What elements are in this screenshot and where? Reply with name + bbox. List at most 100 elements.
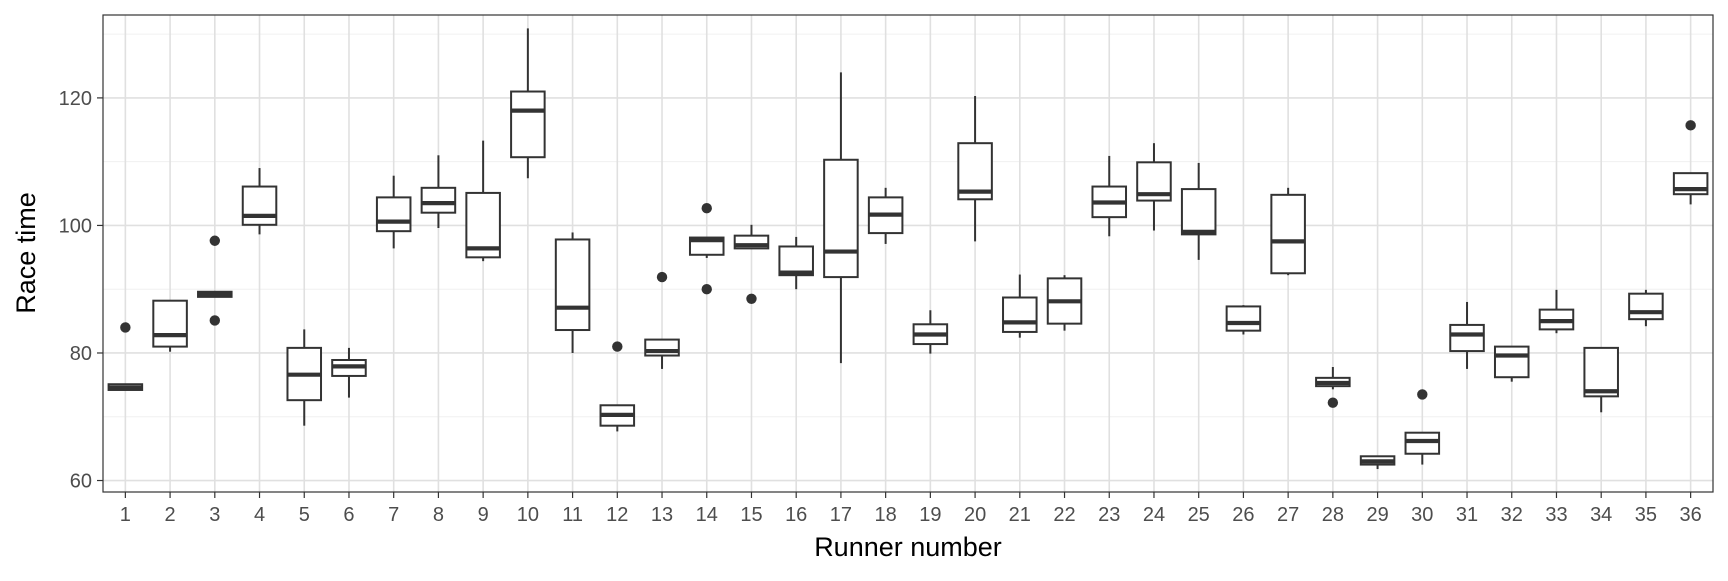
x-tick-label: 5 xyxy=(299,504,310,526)
x-tick-label: 7 xyxy=(388,504,399,526)
x-tick-label: 15 xyxy=(740,504,762,526)
box-runner-11 xyxy=(554,232,591,353)
iqr-box xyxy=(375,196,412,233)
box-runner-36 xyxy=(1672,120,1709,205)
x-tick-label: 4 xyxy=(254,504,265,526)
iqr-box xyxy=(1628,292,1664,321)
x-axis-label: Runner number xyxy=(814,532,1002,562)
x-tick-label: 34 xyxy=(1590,504,1612,526)
box-runner-17 xyxy=(823,72,859,364)
iqr-box xyxy=(554,238,591,332)
y-tick-label: 100 xyxy=(59,215,92,237)
box-runner-19 xyxy=(912,310,949,354)
x-tick-label: 22 xyxy=(1053,504,1075,526)
x-tick-label: 3 xyxy=(209,504,220,526)
iqr-box xyxy=(510,90,546,159)
iqr-box xyxy=(1449,323,1485,353)
x-tick-label: 28 xyxy=(1322,504,1344,526)
x-tick-label: 9 xyxy=(478,504,489,526)
box-runner-5 xyxy=(286,329,323,426)
iqr-box xyxy=(823,158,859,279)
iqr-box xyxy=(1404,431,1441,455)
box-runner-27 xyxy=(1270,187,1306,276)
outlier-point xyxy=(1417,389,1428,400)
outlier-point xyxy=(1685,120,1696,131)
box-runner-7 xyxy=(375,175,412,249)
iqr-box xyxy=(1180,188,1217,236)
outlier-point xyxy=(656,271,668,283)
y-tick-label: 120 xyxy=(59,88,92,110)
box-runner-31 xyxy=(1449,301,1485,369)
box-runner-23 xyxy=(1091,155,1128,237)
box-runner-26 xyxy=(1225,305,1262,335)
outlier-point xyxy=(746,293,757,304)
outlier-point xyxy=(701,284,712,295)
box-marks xyxy=(107,28,1709,470)
x-tick-label: 30 xyxy=(1411,504,1433,526)
x-tick-label: 27 xyxy=(1277,504,1299,526)
x-tick-label: 8 xyxy=(433,504,444,526)
box-runner-22 xyxy=(1046,275,1083,331)
x-tick-label: 14 xyxy=(696,504,718,526)
y-tick-label: 80 xyxy=(70,343,92,365)
outlier-point xyxy=(1327,397,1339,408)
box-runner-29 xyxy=(1359,455,1396,470)
box-runner-13 xyxy=(644,271,680,369)
x-tick-label: 20 xyxy=(964,504,986,526)
x-tick-label: 21 xyxy=(1009,504,1031,526)
outlier-point xyxy=(612,341,623,352)
x-tick-label: 24 xyxy=(1143,504,1165,526)
x-tick-label: 25 xyxy=(1188,504,1210,526)
outlier-point xyxy=(209,315,221,326)
x-tick-label: 35 xyxy=(1635,504,1657,526)
box-runner-21 xyxy=(1002,274,1038,338)
box-runner-14 xyxy=(688,203,725,295)
grid-lines xyxy=(103,15,1713,492)
panel-border xyxy=(102,14,1714,493)
box-runner-34 xyxy=(1583,346,1619,413)
iqr-box xyxy=(420,186,457,214)
x-tick-label: 19 xyxy=(919,504,941,526)
box-runner-3 xyxy=(197,235,233,326)
box-runner-15 xyxy=(733,224,770,304)
box-runner-8 xyxy=(420,155,457,228)
x-tick-label: 13 xyxy=(651,504,673,526)
outlier-point xyxy=(701,203,712,214)
box-runner-18 xyxy=(867,187,904,244)
iqr-box xyxy=(152,299,188,348)
box-runner-16 xyxy=(778,236,814,290)
x-tick-label: 26 xyxy=(1232,504,1254,526)
box-runner-4 xyxy=(241,168,278,235)
box-runner-24 xyxy=(1136,143,1172,231)
iqr-box xyxy=(1225,305,1262,332)
y-tick-label: 60 xyxy=(70,471,92,493)
iqr-box xyxy=(1002,296,1038,333)
x-tick-label: 16 xyxy=(785,504,807,526)
x-tick-label: 31 xyxy=(1456,504,1478,526)
box-runner-33 xyxy=(1538,289,1575,334)
y-axis-label: Race time xyxy=(11,192,41,314)
x-tick-label: 29 xyxy=(1366,504,1388,526)
x-tick-label: 32 xyxy=(1501,504,1523,526)
box-runner-20 xyxy=(957,95,993,242)
box-runner-9 xyxy=(465,140,501,262)
x-tick-label: 12 xyxy=(606,504,628,526)
x-tick-label: 6 xyxy=(343,504,354,526)
box-runner-28 xyxy=(1315,367,1351,408)
x-tick-label: 23 xyxy=(1098,504,1120,526)
iqr-box xyxy=(1493,345,1530,379)
iqr-box xyxy=(1583,346,1619,398)
x-tick-label: 36 xyxy=(1680,504,1702,526)
iqr-box xyxy=(241,185,278,226)
box-runner-10 xyxy=(510,28,546,179)
box-runner-30 xyxy=(1404,389,1441,465)
box-runner-6 xyxy=(331,347,367,398)
box-runner-25 xyxy=(1180,162,1217,260)
box-runner-2 xyxy=(152,299,188,352)
iqr-box xyxy=(778,245,814,277)
iqr-box xyxy=(1270,193,1306,275)
x-tick-label: 10 xyxy=(517,504,539,526)
x-tick-label: 11 xyxy=(562,504,583,526)
